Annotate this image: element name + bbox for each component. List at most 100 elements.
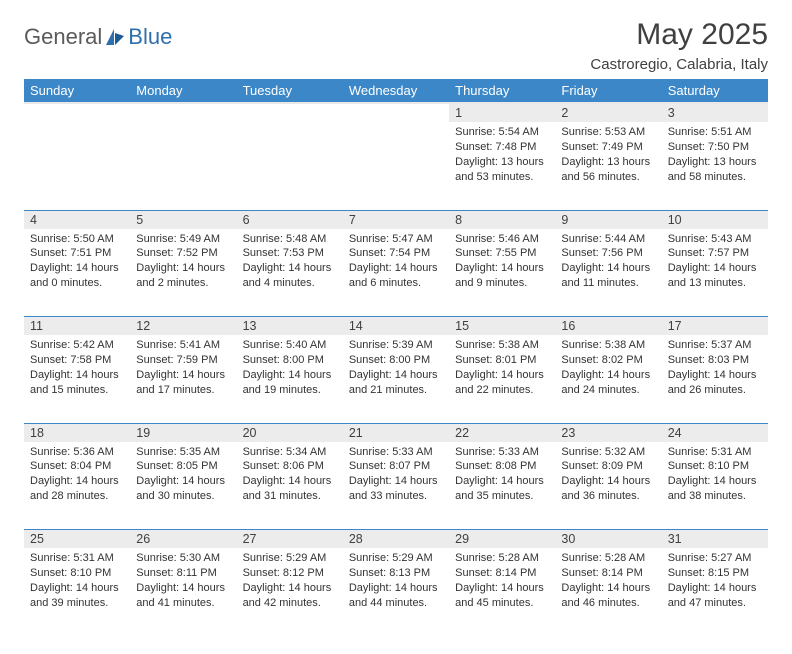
sunrise-line: Sunrise: 5:38 AM [455,338,549,353]
sunset-line: Sunset: 7:58 PM [30,353,124,368]
day-number: 31 [662,530,768,549]
calendar-week: 123Sunrise: 5:54 AMSunset: 7:48 PMDaylig… [24,103,768,210]
day-number: 7 [343,210,449,229]
sunset-line: Sunset: 8:12 PM [243,566,337,581]
sunrise-line: Sunrise: 5:27 AM [668,551,762,566]
sunrise-line: Sunrise: 5:32 AM [561,445,655,460]
sunrise-line: Sunrise: 5:33 AM [349,445,443,460]
day-cell: Sunrise: 5:39 AMSunset: 8:00 PMDaylight:… [343,335,449,423]
sunrise-line: Sunrise: 5:50 AM [30,232,124,247]
sunrise-line: Sunrise: 5:54 AM [455,125,549,140]
day-cell: Sunrise: 5:44 AMSunset: 7:56 PMDaylight:… [555,229,661,317]
sunrise-line: Sunrise: 5:38 AM [561,338,655,353]
calendar-week: 18192021222324Sunrise: 5:36 AMSunset: 8:… [24,423,768,530]
sunset-line: Sunset: 8:08 PM [455,459,549,474]
sunrise-line: Sunrise: 5:33 AM [455,445,549,460]
sunset-line: Sunset: 7:59 PM [136,353,230,368]
day-number: 9 [555,210,661,229]
daylight-line: Daylight: 14 hours and 42 minutes. [243,581,337,611]
sunrise-line: Sunrise: 5:39 AM [349,338,443,353]
calendar-week: 45678910Sunrise: 5:50 AMSunset: 7:51 PMD… [24,210,768,317]
daylight-line: Daylight: 14 hours and 33 minutes. [349,474,443,504]
daylight-line: Daylight: 14 hours and 21 minutes. [349,368,443,398]
day-cell: Sunrise: 5:36 AMSunset: 8:04 PMDaylight:… [24,442,130,530]
daylight-line: Daylight: 13 hours and 58 minutes. [668,155,762,185]
sunset-line: Sunset: 7:50 PM [668,140,762,155]
day-number: 21 [343,423,449,442]
day-number: 19 [130,423,236,442]
sunset-line: Sunset: 8:14 PM [455,566,549,581]
daylight-line: Daylight: 14 hours and 13 minutes. [668,261,762,291]
day-cell: Sunrise: 5:30 AMSunset: 8:11 PMDaylight:… [130,548,236,636]
sunset-line: Sunset: 8:10 PM [668,459,762,474]
day-number: 17 [662,317,768,336]
day-cell: Sunrise: 5:54 AMSunset: 7:48 PMDaylight:… [449,122,555,210]
sunset-line: Sunset: 8:03 PM [668,353,762,368]
logo-text-general: General [24,24,102,50]
day-cell: Sunrise: 5:47 AMSunset: 7:54 PMDaylight:… [343,229,449,317]
sunrise-line: Sunrise: 5:28 AM [561,551,655,566]
day-number-row: 18192021222324 [24,423,768,442]
sunrise-line: Sunrise: 5:35 AM [136,445,230,460]
daylight-line: Daylight: 14 hours and 11 minutes. [561,261,655,291]
day-cell [343,122,449,210]
day-cell: Sunrise: 5:46 AMSunset: 7:55 PMDaylight:… [449,229,555,317]
sunrise-line: Sunrise: 5:49 AM [136,232,230,247]
day-header: Tuesday [237,79,343,103]
daylight-line: Daylight: 14 hours and 45 minutes. [455,581,549,611]
day-number: 15 [449,317,555,336]
daylight-line: Daylight: 14 hours and 31 minutes. [243,474,337,504]
day-cell: Sunrise: 5:41 AMSunset: 7:59 PMDaylight:… [130,335,236,423]
day-number: 24 [662,423,768,442]
sunrise-line: Sunrise: 5:28 AM [455,551,549,566]
day-number: 30 [555,530,661,549]
sunset-line: Sunset: 7:49 PM [561,140,655,155]
day-header: Friday [555,79,661,103]
day-number [237,103,343,122]
sunset-line: Sunset: 7:52 PM [136,246,230,261]
day-number: 5 [130,210,236,229]
day-cell: Sunrise: 5:42 AMSunset: 7:58 PMDaylight:… [24,335,130,423]
day-number: 14 [343,317,449,336]
calendar-week: 11121314151617Sunrise: 5:42 AMSunset: 7:… [24,317,768,424]
daylight-line: Daylight: 14 hours and 9 minutes. [455,261,549,291]
day-cell: Sunrise: 5:33 AMSunset: 8:08 PMDaylight:… [449,442,555,530]
day-cell: Sunrise: 5:49 AMSunset: 7:52 PMDaylight:… [130,229,236,317]
day-number: 8 [449,210,555,229]
sunrise-line: Sunrise: 5:44 AM [561,232,655,247]
sunset-line: Sunset: 8:00 PM [349,353,443,368]
day-cell: Sunrise: 5:48 AMSunset: 7:53 PMDaylight:… [237,229,343,317]
daylight-line: Daylight: 14 hours and 17 minutes. [136,368,230,398]
day-number: 25 [24,530,130,549]
day-number [343,103,449,122]
day-cell: Sunrise: 5:53 AMSunset: 7:49 PMDaylight:… [555,122,661,210]
sunset-line: Sunset: 8:15 PM [668,566,762,581]
day-header: Saturday [662,79,768,103]
sunset-line: Sunset: 8:01 PM [455,353,549,368]
day-cell: Sunrise: 5:38 AMSunset: 8:01 PMDaylight:… [449,335,555,423]
sunset-line: Sunset: 8:04 PM [30,459,124,474]
daylight-line: Daylight: 14 hours and 0 minutes. [30,261,124,291]
calendar-week: 25262728293031Sunrise: 5:31 AMSunset: 8:… [24,530,768,637]
day-body-row: Sunrise: 5:42 AMSunset: 7:58 PMDaylight:… [24,335,768,423]
day-cell: Sunrise: 5:37 AMSunset: 8:03 PMDaylight:… [662,335,768,423]
day-cell: Sunrise: 5:31 AMSunset: 8:10 PMDaylight:… [24,548,130,636]
day-cell: Sunrise: 5:28 AMSunset: 8:14 PMDaylight:… [449,548,555,636]
sunrise-line: Sunrise: 5:46 AM [455,232,549,247]
daylight-line: Daylight: 14 hours and 44 minutes. [349,581,443,611]
sunrise-line: Sunrise: 5:36 AM [30,445,124,460]
day-number: 10 [662,210,768,229]
day-header-row: SundayMondayTuesdayWednesdayThursdayFrid… [24,79,768,103]
day-number-row: 123 [24,103,768,122]
daylight-line: Daylight: 14 hours and 26 minutes. [668,368,762,398]
sunset-line: Sunset: 8:13 PM [349,566,443,581]
location: Castroregio, Calabria, Italy [590,56,768,73]
day-number-row: 45678910 [24,210,768,229]
sunrise-line: Sunrise: 5:47 AM [349,232,443,247]
sunrise-line: Sunrise: 5:31 AM [30,551,124,566]
day-cell: Sunrise: 5:43 AMSunset: 7:57 PMDaylight:… [662,229,768,317]
sunset-line: Sunset: 8:14 PM [561,566,655,581]
daylight-line: Daylight: 14 hours and 30 minutes. [136,474,230,504]
daylight-line: Daylight: 13 hours and 56 minutes. [561,155,655,185]
day-number: 28 [343,530,449,549]
